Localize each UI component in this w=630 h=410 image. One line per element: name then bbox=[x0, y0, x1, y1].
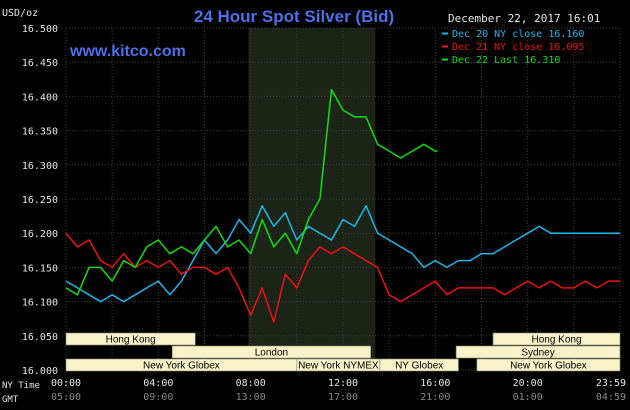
y-tick-label: 16.400 bbox=[22, 92, 58, 103]
x-tick-label-gmt: 01:00 bbox=[513, 392, 543, 403]
y-tick-label: 16.100 bbox=[22, 298, 58, 309]
session-bar-london bbox=[171, 345, 371, 359]
website-watermark: www.kitco.com bbox=[69, 43, 186, 60]
session-bars: Hong Kong London New York Globex New York N… bbox=[65, 332, 621, 372]
session-bar-hongkong-1 bbox=[65, 332, 196, 346]
session-newyork-globex-1: New York Globex bbox=[65, 358, 298, 372]
session-label-hongkong-1: Hong Kong bbox=[106, 335, 156, 346]
ny-time-axis-label: NY Time bbox=[2, 381, 40, 391]
session-bar-newyork-globex-2 bbox=[379, 358, 459, 372]
session-hongkong-2: Hong Kong bbox=[492, 332, 621, 346]
session-newyork-globex-2: NY Globex bbox=[379, 358, 459, 372]
session-bar-sydney bbox=[455, 345, 621, 359]
y-axis-unit-label: USD/oz bbox=[2, 8, 38, 19]
session-london: London bbox=[171, 345, 371, 359]
x-tick-label-ny: 08:00 bbox=[236, 378, 266, 389]
x-tick-label-ny: 20:00 bbox=[513, 378, 543, 389]
timestamp: December 22, 2017 16:01 bbox=[448, 12, 600, 25]
session-label-newyork-nymex: New York NYMEX bbox=[298, 361, 379, 372]
series-lines bbox=[65, 88, 620, 323]
x-tick-label-gmt: 21:00 bbox=[420, 392, 450, 403]
y-tick-label: 16.500 bbox=[22, 24, 58, 35]
series-line-dec-21 bbox=[65, 232, 620, 323]
y-tick-label: 16.000 bbox=[22, 366, 58, 377]
y-tick-label: 16.250 bbox=[22, 195, 58, 206]
x-tick-label-ny: 12:00 bbox=[328, 378, 358, 389]
session-bar-hongkong-2 bbox=[492, 332, 621, 346]
session-hongkong-1: Hong Kong bbox=[65, 332, 196, 346]
y-tick-label: 16.300 bbox=[22, 161, 58, 172]
session-bar-newyork-globex-3 bbox=[476, 358, 621, 372]
plot-area bbox=[65, 27, 621, 371]
session-label-london: London bbox=[255, 348, 288, 359]
session-newyork-globex-3: New York Globex bbox=[476, 358, 621, 372]
x-tick-label-ny: 00:00 bbox=[51, 378, 81, 389]
x-tick-label-gmt: 17:00 bbox=[328, 392, 358, 403]
session-label-sydney: Sydney bbox=[521, 348, 554, 359]
legend-entry: Dec 21 NY close 16.095 bbox=[452, 42, 584, 53]
session-label-hongkong-2: Hong Kong bbox=[531, 335, 581, 346]
axes: 16.500 16.450 16.400 16.350 16.300 16.250 16.2… bbox=[2, 24, 626, 405]
session-label-newyork-globex-3: New York Globex bbox=[510, 361, 587, 372]
y-tick-label: 16.200 bbox=[22, 229, 58, 240]
x-tick-label-ny: 04:00 bbox=[143, 378, 173, 389]
x-tick-label-ny: 16:00 bbox=[420, 378, 450, 389]
x-tick-label-gmt: 13:00 bbox=[236, 392, 266, 403]
y-tick-label: 16.350 bbox=[22, 127, 58, 138]
series-line-dec-22 bbox=[65, 88, 438, 296]
series-line-dec-20 bbox=[65, 205, 620, 303]
y-tick-label: 16.050 bbox=[22, 332, 58, 343]
gmt-axis-label: GMT bbox=[2, 395, 19, 405]
chart-title: 24 Hour Spot Silver (Bid) bbox=[194, 7, 394, 26]
x-tick-label-gmt: 09:00 bbox=[143, 392, 173, 403]
session-label-newyork-globex-1: New York Globex bbox=[143, 361, 220, 372]
session-newyork-nymex: New York NYMEX bbox=[296, 358, 381, 372]
legend-entry: Dec 20 NY close 16.160 bbox=[452, 29, 584, 40]
x-tick-label-ny: 23:59 bbox=[596, 378, 626, 389]
x-tick-label-gmt: 05:00 bbox=[51, 392, 81, 403]
legend: Dec 20 NY close 16.160 Dec 21 NY close 16… bbox=[442, 29, 584, 66]
y-tick-label: 16.150 bbox=[22, 263, 58, 274]
y-tick-label: 16.450 bbox=[22, 58, 58, 69]
session-label-newyork-globex-2: NY Globex bbox=[395, 361, 443, 372]
session-sydney: Sydney bbox=[455, 345, 621, 359]
x-tick-label-gmt: 04:59 bbox=[596, 392, 626, 403]
legend-entry: Dec 22 Last 16.310 bbox=[452, 55, 560, 66]
